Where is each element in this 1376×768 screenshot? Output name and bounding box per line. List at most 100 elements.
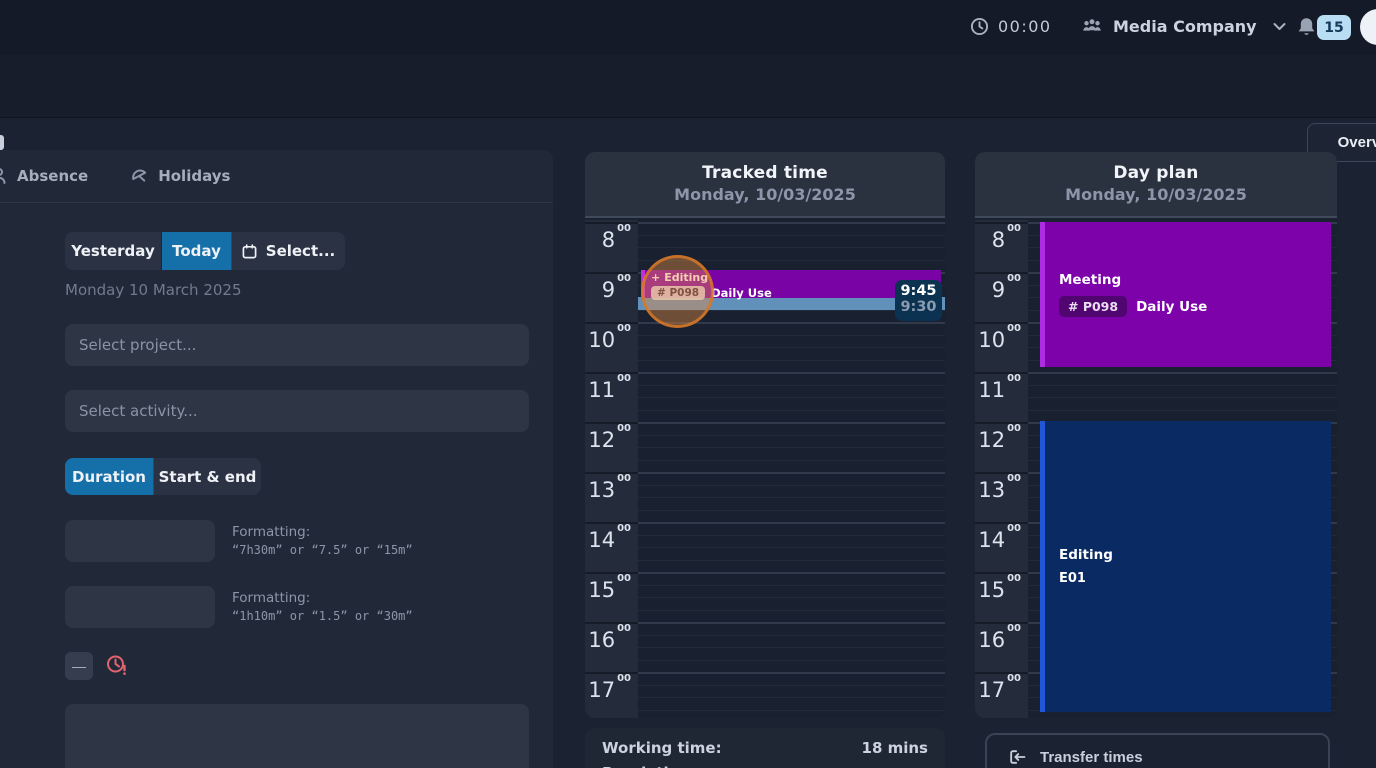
- remove-row-button[interactable]: —: [65, 652, 93, 680]
- quarter-gridline: [638, 634, 945, 636]
- hour-label: 8 00: [975, 222, 1028, 272]
- tab-absence[interactable]: Absence: [0, 167, 88, 185]
- break-time-value: —: [913, 764, 928, 768]
- clock-icon: [970, 17, 989, 36]
- tracked-calendar-body: 8 00 9 00 10 00 11 00 12 00 13 00 14 00 15 00 16 00 17 00 +…: [585, 220, 945, 718]
- quarter-gridline: [638, 484, 945, 486]
- drag-end-time: 9:45: [900, 283, 937, 299]
- hour-label: 17 00: [585, 672, 638, 718]
- clipped-nav-button[interactable]: [0, 135, 4, 150]
- hour-label: 13 00: [585, 472, 638, 522]
- hour-label: 15 00: [585, 572, 638, 622]
- hour-gridline: [638, 672, 945, 674]
- hour-label: 14 00: [585, 522, 638, 572]
- hour-gutter: 8 00 9 00 10 00 11 00 12 00 13 00 14 00 15 00 16 00 17 00: [975, 220, 1028, 718]
- hour-label: 10 00: [585, 322, 638, 372]
- project-code-badge: # P098: [1059, 296, 1128, 317]
- note-textarea[interactable]: [65, 704, 529, 768]
- tracked-calendar-grid[interactable]: + Editing # P098 Daily Use 9:45 9:30: [638, 220, 945, 718]
- tracked-event-title-row: + Editing: [651, 272, 935, 284]
- topbar: 00:00 Media Company 15: [0, 0, 1376, 55]
- planned-event-detail-row: # P098 Daily Use: [1059, 296, 1331, 317]
- hint-example: “1h10m” or “1.5” or “30m”: [232, 609, 413, 623]
- hour-label: 16 00: [585, 622, 638, 672]
- working-time-value: 18 mins: [861, 739, 928, 757]
- day-plan-calendar-body: 8 00 9 00 10 00 11 00 12 00 13 00 14 00 15 00 16 00 17 00 M…: [975, 220, 1337, 718]
- yesterday-button[interactable]: Yesterday: [65, 232, 162, 270]
- quarter-gridline: [638, 309, 945, 311]
- today-button[interactable]: Today: [162, 232, 232, 270]
- working-duration-hint: Formatting: “7h30m” or “7.5” or “15m”: [232, 524, 413, 557]
- select-date-button[interactable]: Select...: [232, 232, 345, 270]
- hour-label: 9 00: [975, 272, 1028, 322]
- umbrella-icon: [130, 167, 149, 185]
- quarter-gridline: [638, 447, 945, 448]
- hour-label: 17 00: [975, 672, 1028, 718]
- company-switcher[interactable]: Media Company: [1081, 16, 1286, 36]
- break-time-label: Break time:: [602, 764, 700, 768]
- timer-display: 00:00: [970, 17, 1052, 36]
- hour-gridline: [638, 372, 945, 374]
- day-plan-panel: Day plan Monday, 10/03/2025 8 00 9 00 10 00 11…: [975, 152, 1337, 718]
- quarter-gridline: [638, 497, 945, 498]
- hour-label: 11 00: [585, 372, 638, 422]
- planned-event-title: Editing: [1059, 547, 1113, 563]
- activity-select[interactable]: [65, 390, 529, 432]
- tracked-drag-segment[interactable]: [638, 297, 945, 310]
- quarter-gridline: [638, 534, 945, 536]
- notification-badge[interactable]: 15: [1317, 15, 1351, 40]
- transfer-times-button[interactable]: Transfer times: [985, 733, 1330, 768]
- planned-event-editing[interactable]: Editing E01: [1040, 421, 1331, 712]
- start-end-mode-button[interactable]: Start & end: [154, 458, 261, 495]
- time-summary-card: Working time: 18 mins Break time: —: [585, 728, 945, 768]
- tab-holidays[interactable]: Holidays: [130, 167, 230, 185]
- day-plan-calendar-grid[interactable]: Meeting # P098 Daily Use Editing E01: [1028, 220, 1337, 718]
- planned-event-meeting[interactable]: Meeting # P098 Daily Use: [1040, 222, 1331, 367]
- duration-mode-button[interactable]: Duration: [65, 458, 154, 495]
- timer-value: 00:00: [998, 17, 1052, 36]
- quarter-gridline: [638, 509, 945, 511]
- transfer-icon: [1007, 747, 1027, 767]
- tracked-event-activity: Daily Use: [711, 286, 772, 300]
- tracked-time-header: Tracked time Monday, 10/03/2025: [585, 152, 945, 218]
- working-time-row: Working time: 18 mins: [602, 739, 928, 757]
- hour-label: 10 00: [975, 322, 1028, 372]
- tracked-event[interactable]: + Editing # P098 Daily Use: [641, 270, 941, 300]
- transfer-times-label: Transfer times: [1040, 748, 1143, 766]
- break-time-row: Break time: —: [602, 764, 928, 768]
- tracked-time-title: Tracked time: [702, 163, 828, 183]
- project-code-badge: # P098: [651, 286, 706, 300]
- hour-label: 13 00: [975, 472, 1028, 522]
- quarter-gridline: [638, 434, 945, 436]
- avatar[interactable]: [1360, 9, 1376, 45]
- time-alert-icon: [105, 653, 130, 678]
- hour-label: 12 00: [585, 422, 638, 472]
- calendar-icon: [242, 243, 257, 259]
- hour-gridline: [1028, 372, 1337, 374]
- company-name: Media Company: [1113, 16, 1257, 36]
- planned-event-title: Meeting: [1059, 272, 1122, 288]
- bell-icon[interactable]: [1296, 16, 1317, 39]
- hour-label: 16 00: [975, 622, 1028, 672]
- quarter-gridline: [638, 697, 945, 698]
- hour-gutter: 8 00 9 00 10 00 11 00 12 00 13 00 14 00 15 00 16 00 17 00: [585, 220, 638, 718]
- quarter-gridline: [638, 547, 945, 548]
- secondary-nav: Overview: [0, 55, 1376, 162]
- tab-holidays-label: Holidays: [158, 167, 231, 185]
- hour-gridline: [638, 472, 945, 474]
- quarter-gridline: [1028, 397, 1337, 398]
- project-select[interactable]: [65, 324, 529, 366]
- tracked-event-detail-row: # P098 Daily Use: [651, 286, 935, 300]
- quarter-gridline: [638, 234, 945, 236]
- quarter-gridline: [638, 409, 945, 411]
- quarter-gridline: [638, 459, 945, 461]
- break-duration-input[interactable]: [65, 586, 215, 628]
- select-date-label: Select...: [265, 242, 336, 260]
- quarter-gridline: [638, 659, 945, 661]
- hour-gridline: [638, 422, 945, 424]
- team-icon: [1081, 16, 1103, 36]
- absence-icon: [0, 167, 8, 185]
- hour-gridline: [638, 322, 945, 324]
- working-duration-input[interactable]: [65, 520, 215, 562]
- date-quick-buttons: Yesterday Today Select...: [65, 232, 345, 270]
